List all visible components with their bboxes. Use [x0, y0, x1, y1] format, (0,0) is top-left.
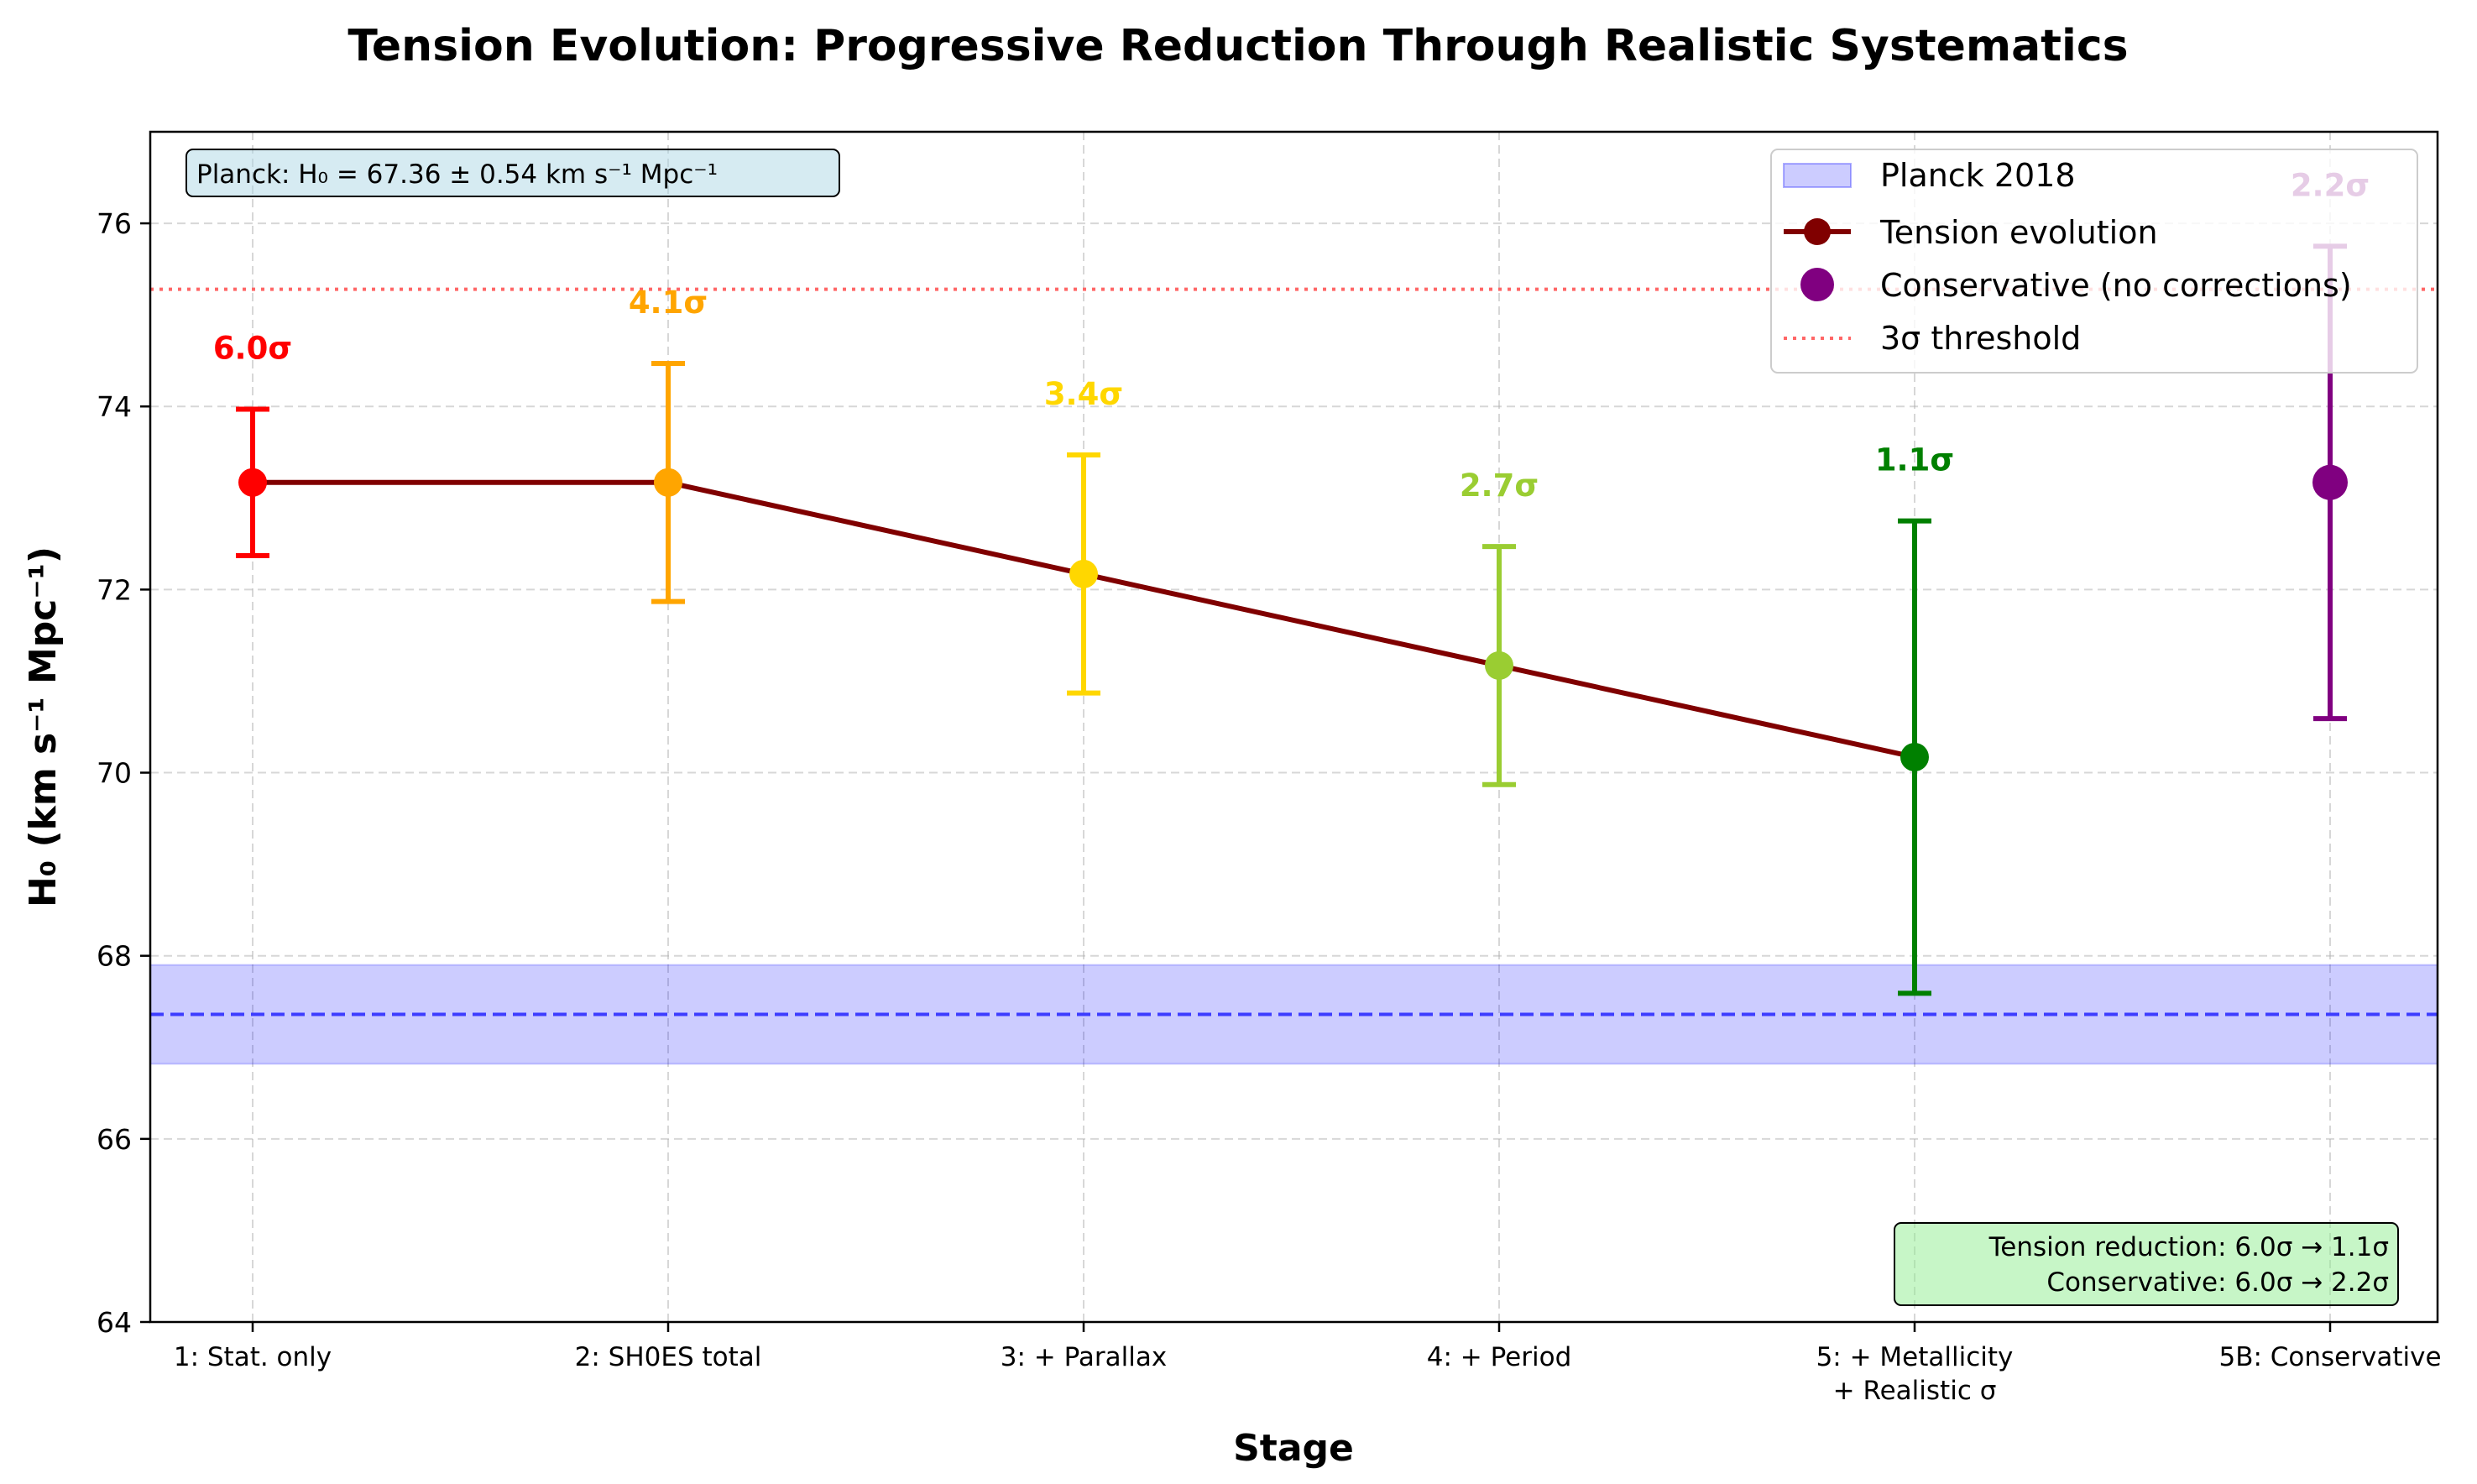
- x-tick-label-line: 3: + Parallax: [1001, 1342, 1167, 1372]
- y-tick-label-2: 68: [97, 940, 132, 973]
- plot-frame: [149, 130, 2439, 1324]
- chart-title: Tension Evolution: Progressive Reduction…: [348, 21, 2128, 71]
- planck-annotation: Planck: H₀ = 67.36 ± 0.54 km s⁻¹ Mpc⁻¹: [186, 149, 840, 197]
- marker-5: [1900, 742, 1929, 771]
- y-tick-label-6: 76: [97, 207, 132, 240]
- y-axis-label: H₀ (km s⁻¹ Mpc⁻¹): [22, 546, 65, 907]
- legend-item-tension: Tension evolution: [1784, 214, 2158, 251]
- x-tick-label-1: 2: SH0ES total: [575, 1342, 762, 1372]
- y-tick-label-0: 64: [97, 1306, 132, 1339]
- x-axis-label: Stage: [1233, 1427, 1354, 1470]
- x-axis-ticks: 1: Stat. only 2: SH0ES total 3: + Parallax…: [174, 1322, 2442, 1406]
- y-axis-ticks: 64 66 68 70 72 74 76: [97, 207, 150, 1339]
- legend-marker-tension: [1804, 218, 1831, 245]
- reduction-annotation-box: [1894, 1222, 2399, 1306]
- sigma-label-5: 1.1σ: [1875, 442, 1954, 478]
- y-tick-label-5: 74: [97, 390, 132, 423]
- legend-item-planck: Planck 2018: [1783, 157, 2076, 194]
- x-tick-label-line: 5B: Conservative: [2218, 1342, 2441, 1372]
- planck-band: [149, 287, 2438, 1065]
- marker-1: [238, 468, 267, 497]
- y-tick-label-4: 72: [97, 573, 132, 606]
- legend-label-tension: Tension evolution: [1879, 214, 2158, 251]
- marker-6: [2312, 464, 2348, 500]
- data-point-5: [1898, 518, 1931, 996]
- sigma-label-2: 4.1σ: [629, 285, 708, 321]
- marker-2: [654, 468, 682, 497]
- x-tick-label-line: 5: + Metallicity: [1816, 1342, 2014, 1372]
- data-point-3: [1067, 452, 1100, 696]
- x-tick-label-line: 1: Stat. only: [174, 1342, 332, 1372]
- sigma-label-1: 6.0σ: [213, 331, 292, 367]
- sigma-label-3: 3.4σ: [1044, 376, 1123, 412]
- x-tick-label-0: 1: Stat. only: [174, 1342, 332, 1372]
- sigma-label-4: 2.7σ: [1460, 468, 1539, 504]
- reduction-line-1: Tension reduction: 6.0σ → 1.1σ: [1988, 1232, 2389, 1262]
- y-tick-label-1: 66: [97, 1123, 132, 1156]
- x-tick-label-line: + Realistic σ: [1833, 1376, 1997, 1406]
- x-tick-label-2: 3: + Parallax: [1001, 1342, 1167, 1372]
- x-tick-label-5: 5B: Conservative: [2218, 1342, 2441, 1372]
- x-tick-label-3: 4: + Period: [1427, 1342, 1572, 1372]
- legend-label-threshold: 3σ threshold: [1880, 320, 2081, 357]
- data-point-1: [236, 406, 269, 559]
- legend-label-conservative: Conservative (no corrections): [1880, 267, 2352, 304]
- x-tick-label-line: 2: SH0ES total: [575, 1342, 762, 1372]
- marker-3: [1069, 559, 1098, 588]
- data-point-4: [1482, 544, 1516, 787]
- legend-label-planck: Planck 2018: [1880, 157, 2076, 194]
- marker-4: [1485, 651, 1513, 680]
- reduction-line-2: Conservative: 6.0σ → 2.2σ: [2046, 1267, 2389, 1298]
- planck-annotation-box: [186, 149, 840, 197]
- legend: Planck 2018 Tension evolution Conservati…: [1770, 149, 2418, 374]
- legend-item-threshold: 3σ threshold: [1784, 320, 2081, 357]
- x-tick-label-line: 4: + Period: [1427, 1342, 1572, 1372]
- y-tick-label-3: 70: [97, 757, 132, 790]
- planck-annotation-text: Planck: H₀ = 67.36 ± 0.54 km s⁻¹ Mpc⁻¹: [196, 159, 718, 190]
- data-point-2: [651, 360, 685, 604]
- x-tick-label-4: 5: + Metallicity + Realistic σ: [1816, 1342, 2014, 1406]
- legend-item-conservative: Conservative (no corrections): [1800, 267, 2352, 304]
- legend-marker-conservative: [1800, 268, 1834, 301]
- legend-box: [1770, 149, 2418, 374]
- reduction-annotation: Tension reduction: 6.0σ → 1.1σ Conservat…: [1894, 1222, 2399, 1306]
- legend-swatch-planck: [1783, 163, 1852, 188]
